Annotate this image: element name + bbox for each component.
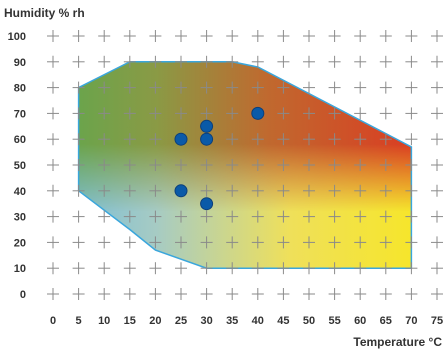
data-point xyxy=(200,119,214,133)
data-points xyxy=(174,106,265,211)
data-point xyxy=(200,132,214,146)
x-tick-label: 70 xyxy=(405,315,417,327)
y-tick-label: 100 xyxy=(8,31,26,43)
y-tick-label: 30 xyxy=(14,212,26,224)
x-tick-label: 25 xyxy=(175,315,187,327)
x-tick-label: 65 xyxy=(380,315,392,327)
y-tick-label: 60 xyxy=(14,134,26,146)
y-tick-label: 70 xyxy=(14,108,26,120)
data-point xyxy=(174,132,188,146)
y-axis-ticks: 0 10 20 30 40 50 60 70 80 90 100 xyxy=(8,31,26,301)
x-tick-label: 35 xyxy=(226,315,238,327)
x-tick-label: 60 xyxy=(354,315,366,327)
x-tick-label: 15 xyxy=(124,315,136,327)
data-point xyxy=(200,197,214,211)
y-axis-title: Humidity % rh xyxy=(4,6,85,20)
x-tick-label: 0 xyxy=(50,315,56,327)
y-tick-label: 80 xyxy=(14,83,26,95)
x-axis-title: Temperature °C xyxy=(353,335,442,349)
x-tick-label: 10 xyxy=(98,315,110,327)
y-tick-label: 40 xyxy=(14,186,26,198)
y-tick-label: 50 xyxy=(14,160,26,172)
y-tick-label: 0 xyxy=(20,289,26,301)
x-tick-label: 30 xyxy=(200,315,212,327)
data-point xyxy=(251,106,265,120)
x-tick-label: 45 xyxy=(277,315,289,327)
y-tick-label: 20 xyxy=(14,237,26,249)
data-point xyxy=(174,184,188,198)
x-tick-label: 40 xyxy=(252,315,264,327)
y-tick-label: 10 xyxy=(14,263,26,275)
x-tick-label: 20 xyxy=(149,315,161,327)
x-axis-ticks: 0 5 10 15 20 25 30 35 40 45 50 55 60 65 70 75 xyxy=(50,315,443,327)
x-tick-label: 75 xyxy=(431,315,443,327)
x-tick-label: 5 xyxy=(76,315,82,327)
x-tick-label: 55 xyxy=(328,315,340,327)
x-tick-label: 50 xyxy=(303,315,315,327)
operating-region-outline xyxy=(77,61,413,269)
y-tick-label: 90 xyxy=(14,57,26,69)
